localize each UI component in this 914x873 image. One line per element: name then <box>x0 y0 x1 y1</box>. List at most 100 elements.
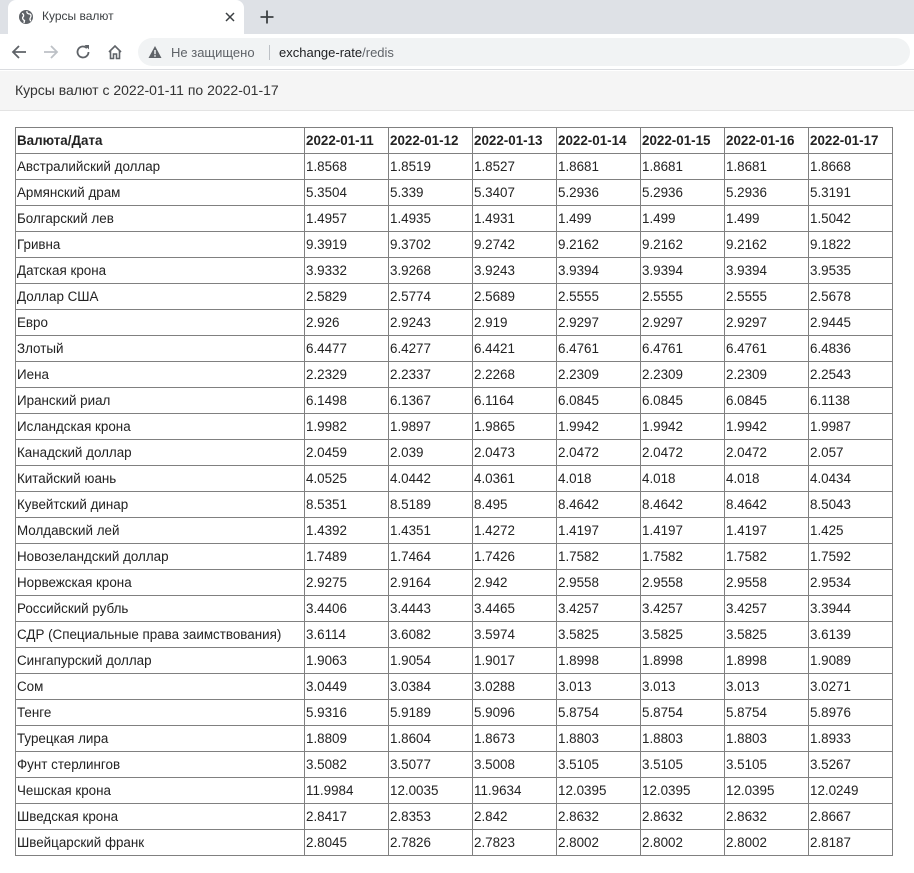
browser-tab-strip: Курсы валют <box>0 0 914 34</box>
currency-name-cell: Тенге <box>15 699 305 726</box>
rate-cell: 2.8002 <box>640 829 725 856</box>
table-row: Китайский юань 4.0525 4.0442 4.0361 4.018 4.0… <box>15 465 893 492</box>
table-row: Шведская крона 2.8417 2.8353 2.842 2.8632 2.8… <box>15 803 893 830</box>
rate-cell: 1.8681 <box>556 153 641 180</box>
rate-cell: 6.0845 <box>556 387 641 414</box>
address-divider <box>269 45 270 60</box>
rate-cell: 1.9982 <box>304 413 389 440</box>
rate-cell: 5.9096 <box>472 699 557 726</box>
rate-cell: 6.1367 <box>388 387 473 414</box>
table-row: Армянский драм 5.3504 5.339 5.3407 5.2936 5.2… <box>15 179 893 206</box>
rate-cell: 3.3944 <box>808 595 893 622</box>
rate-cell: 6.1164 <box>472 387 557 414</box>
rate-cell: 1.7582 <box>556 543 641 570</box>
rate-cell: 1.8809 <box>304 725 389 752</box>
rate-cell: 1.4272 <box>472 517 557 544</box>
rate-cell: 3.5825 <box>724 621 809 648</box>
rate-cell: 3.9535 <box>808 257 893 284</box>
rate-cell: 2.5689 <box>472 283 557 310</box>
rate-cell: 8.5351 <box>304 491 389 518</box>
rate-cell: 5.2936 <box>724 179 809 206</box>
rate-cell: 1.9942 <box>556 413 641 440</box>
rate-cell: 2.9558 <box>640 569 725 596</box>
rate-cell: 2.8002 <box>556 829 641 856</box>
header-cell: 2022-01-13 <box>472 127 557 154</box>
rate-cell: 6.4761 <box>556 335 641 362</box>
rate-cell: 4.0361 <box>472 465 557 492</box>
rate-cell: 1.9089 <box>808 647 893 674</box>
rate-cell: 1.425 <box>808 517 893 544</box>
rate-cell: 2.9297 <box>724 309 809 336</box>
rate-cell: 2.8045 <box>304 829 389 856</box>
reload-icon[interactable] <box>72 41 94 63</box>
rate-cell: 8.495 <box>472 491 557 518</box>
rate-cell: 1.8568 <box>304 153 389 180</box>
warning-icon[interactable] <box>148 45 162 59</box>
browser-tab[interactable]: Курсы валют <box>8 0 244 34</box>
close-icon[interactable] <box>222 9 238 25</box>
table-row: Молдавский лей 1.4392 1.4351 1.4272 1.4197 1.… <box>15 517 893 544</box>
rate-cell: 2.039 <box>388 439 473 466</box>
rate-cell: 2.2309 <box>556 361 641 388</box>
rate-cell: 2.9243 <box>388 309 473 336</box>
rate-cell: 12.0395 <box>640 777 725 804</box>
rate-cell: 2.2309 <box>724 361 809 388</box>
new-tab-button[interactable] <box>256 6 278 28</box>
home-icon[interactable] <box>104 41 126 63</box>
rate-cell: 2.5555 <box>640 283 725 310</box>
rate-cell: 2.8417 <box>304 803 389 830</box>
rate-cell: 1.8604 <box>388 725 473 752</box>
rate-cell: 1.4197 <box>556 517 641 544</box>
address-bar[interactable]: Не защищено exchange-rate/redis <box>138 38 910 66</box>
rate-cell: 3.9394 <box>640 257 725 284</box>
rate-cell: 3.4257 <box>556 595 641 622</box>
table-row: Злотый 6.4477 6.4277 6.4421 6.4761 6.4761 6.47… <box>15 335 893 362</box>
currency-name-cell: Сом <box>15 673 305 700</box>
rate-cell: 12.0395 <box>724 777 809 804</box>
rate-cell: 6.4836 <box>808 335 893 362</box>
table-row: Канадский доллар 2.0459 2.039 2.0473 2.0472 2… <box>15 439 893 466</box>
rate-cell: 2.9558 <box>724 569 809 596</box>
tab-title: Курсы валют <box>42 9 114 23</box>
rate-cell: 3.5825 <box>556 621 641 648</box>
rate-cell: 12.0035 <box>388 777 473 804</box>
currency-name-cell: Армянский драм <box>15 179 305 206</box>
rate-cell: 1.9054 <box>388 647 473 674</box>
rate-cell: 1.4197 <box>640 517 725 544</box>
rate-cell: 1.9017 <box>472 647 557 674</box>
page-title: Курсы валют с 2022-01-11 по 2022-01-17 <box>15 82 279 98</box>
rate-cell: 1.4197 <box>724 517 809 544</box>
rate-cell: 3.5267 <box>808 751 893 778</box>
rate-cell: 1.4935 <box>388 205 473 232</box>
globe-icon <box>18 9 34 25</box>
currency-name-cell: Сингапурский доллар <box>15 647 305 674</box>
rate-cell: 1.8527 <box>472 153 557 180</box>
rate-cell: 2.0472 <box>724 439 809 466</box>
back-arrow-icon[interactable] <box>8 41 30 63</box>
rate-cell: 5.3191 <box>808 179 893 206</box>
rate-cell: 2.8632 <box>640 803 725 830</box>
rate-cell: 1.8681 <box>640 153 725 180</box>
rate-cell: 2.5555 <box>556 283 641 310</box>
table-row: Сом 3.0449 3.0384 3.0288 3.013 3.013 3.013 3.02… <box>15 673 893 700</box>
url-text[interactable]: exchange-rate/redis <box>279 45 394 60</box>
url-path: /redis <box>362 45 394 60</box>
rate-cell: 1.7464 <box>388 543 473 570</box>
currency-name-cell: Злотый <box>15 335 305 362</box>
rate-cell: 1.9063 <box>304 647 389 674</box>
currency-name-cell: Кувейтский динар <box>15 491 305 518</box>
rate-cell: 2.8632 <box>556 803 641 830</box>
table-header-row: Валюта/Дата 2022-01-11 2022-01-12 2022-0… <box>15 127 893 154</box>
currency-name-cell: Чешская крона <box>15 777 305 804</box>
forward-arrow-icon[interactable] <box>40 41 62 63</box>
rate-cell: 2.057 <box>808 439 893 466</box>
table-row: Турецкая лира 1.8809 1.8604 1.8673 1.8803 1.8… <box>15 725 893 752</box>
rate-cell: 3.5105 <box>640 751 725 778</box>
rate-cell: 5.3504 <box>304 179 389 206</box>
security-label[interactable]: Не защищено <box>171 45 255 60</box>
currency-name-cell: Шведская крона <box>15 803 305 830</box>
rate-cell: 1.7592 <box>808 543 893 570</box>
rate-cell: 12.0249 <box>808 777 893 804</box>
rate-cell: 11.9984 <box>304 777 389 804</box>
rate-cell: 9.2742 <box>472 231 557 258</box>
